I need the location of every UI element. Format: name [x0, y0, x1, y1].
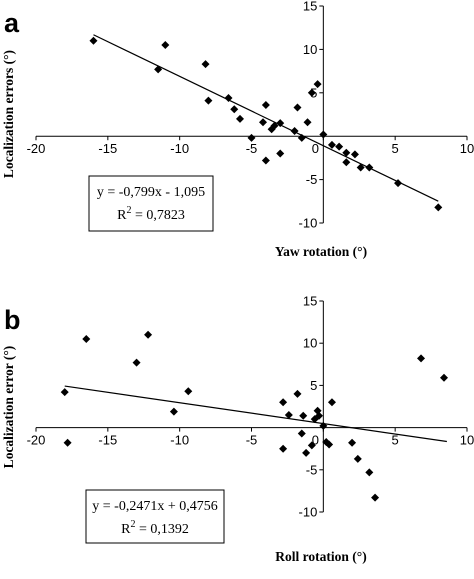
- data-point: [144, 330, 153, 339]
- data-point: [371, 493, 380, 502]
- y-tick-label: -5: [306, 462, 318, 477]
- data-point: [353, 454, 362, 463]
- data-point: [247, 133, 256, 142]
- data-point: [394, 179, 403, 188]
- data-point: [356, 163, 365, 172]
- y-tick-label: 10: [303, 42, 317, 57]
- data-point: [279, 444, 288, 453]
- regression-equation: y = -0,2471x + 0,4756: [92, 499, 217, 514]
- data-point: [327, 398, 336, 407]
- data-point: [335, 142, 344, 151]
- y-tick-label: -10: [299, 216, 318, 231]
- x-tick-label: -15: [98, 433, 117, 448]
- data-point: [82, 334, 91, 343]
- r-squared: R2 = 0,1392: [121, 519, 189, 537]
- data-point: [60, 388, 69, 397]
- x-axis-label: Yaw rotation (°): [275, 244, 367, 259]
- equation-box: [85, 489, 225, 544]
- y-tick-label: 10: [303, 336, 317, 351]
- data-point: [261, 156, 270, 165]
- data-point: [342, 158, 351, 167]
- data-point: [302, 448, 311, 457]
- data-point: [276, 119, 285, 128]
- data-point: [299, 411, 308, 420]
- y-tick-label: 15: [303, 0, 317, 14]
- x-tick-label: 5: [392, 433, 399, 448]
- data-point: [342, 148, 351, 157]
- y-tick-label: -5: [306, 172, 318, 187]
- x-tick-label: -5: [246, 141, 258, 156]
- data-point: [284, 410, 293, 419]
- y-axis-label: Localization errors (°): [1, 50, 16, 178]
- x-tick-label: 0: [312, 141, 319, 156]
- data-point: [440, 373, 449, 382]
- data-point: [348, 438, 357, 447]
- data-point: [297, 133, 306, 142]
- scatter-chart-b: -20 -15 -10 -5 0 5 10 -10 -5 5 10 15 b Localization e…: [1, 294, 474, 565]
- data-point: [307, 441, 316, 450]
- data-point: [161, 41, 170, 50]
- trend-line: [93, 34, 439, 202]
- x-tick-label: -20: [27, 433, 46, 448]
- equation-box: [88, 175, 214, 232]
- data-point: [327, 140, 336, 149]
- x-tick-label: -20: [27, 141, 46, 156]
- data-point: [293, 103, 302, 112]
- trend-line: [64, 385, 447, 443]
- y-tick-label: -10: [299, 505, 318, 520]
- data-point: [307, 88, 316, 97]
- data-point: [365, 468, 374, 477]
- data-point: [315, 411, 324, 420]
- data-point: [224, 94, 233, 103]
- y-tick-label: 15: [303, 294, 317, 309]
- data-point: [303, 118, 312, 127]
- data-point: [270, 121, 279, 130]
- data-point: [261, 100, 270, 109]
- data-point: [230, 105, 239, 114]
- x-tick-label: 5: [392, 141, 399, 156]
- data-point: [184, 387, 193, 396]
- y-axis-label: Localization error (°): [1, 346, 16, 469]
- data-point: [236, 114, 245, 123]
- r-squared: R2 = 0,7823: [117, 205, 185, 223]
- data-point: [169, 407, 178, 416]
- data-point: [276, 149, 285, 158]
- y-tick-label: 5: [310, 378, 317, 393]
- data-point: [297, 429, 306, 438]
- data-point: [350, 150, 359, 159]
- data-point: [313, 80, 322, 89]
- x-tick-label: -15: [98, 141, 117, 156]
- panel-label: a: [4, 8, 20, 38]
- data-point: [63, 438, 72, 447]
- data-point: [279, 398, 288, 407]
- data-point: [258, 118, 267, 127]
- data-point: [417, 354, 426, 363]
- data-point: [365, 163, 374, 172]
- x-tick-label: 10: [460, 141, 474, 156]
- panel-label: b: [4, 305, 21, 335]
- x-tick-label: -5: [246, 433, 258, 448]
- x-axis-label: Roll rotation (°): [275, 549, 366, 564]
- x-tick-label: -10: [170, 433, 189, 448]
- x-tick-label: 0: [312, 433, 319, 448]
- data-point: [325, 440, 334, 449]
- data-point: [132, 358, 141, 367]
- data-point: [434, 203, 443, 212]
- regression-equation: y = -0,799x - 1,095: [97, 185, 205, 200]
- data-point: [290, 126, 299, 135]
- data-point: [89, 36, 98, 45]
- data-point: [319, 421, 328, 430]
- data-point: [154, 65, 163, 74]
- x-tick-label: 10: [460, 433, 474, 448]
- data-point: [201, 60, 210, 69]
- data-point: [204, 96, 213, 105]
- data-point: [293, 389, 302, 398]
- x-tick-label: -10: [170, 141, 189, 156]
- data-point: [319, 130, 328, 139]
